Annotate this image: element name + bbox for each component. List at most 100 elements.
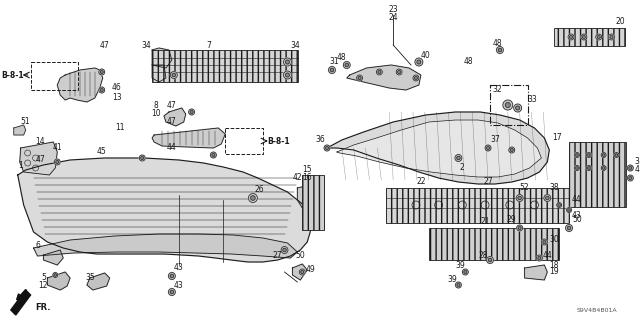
Circle shape xyxy=(575,152,579,158)
Circle shape xyxy=(629,167,632,169)
Text: 7: 7 xyxy=(206,41,211,49)
Text: 30: 30 xyxy=(549,235,559,244)
Circle shape xyxy=(283,248,286,252)
Text: 26: 26 xyxy=(255,186,264,195)
Bar xyxy=(490,85,527,125)
Polygon shape xyxy=(292,264,307,280)
Circle shape xyxy=(378,70,381,73)
Circle shape xyxy=(597,35,600,39)
Circle shape xyxy=(324,145,330,151)
Text: 50: 50 xyxy=(572,216,582,225)
Polygon shape xyxy=(152,128,225,148)
Circle shape xyxy=(516,195,523,202)
Circle shape xyxy=(99,69,105,75)
Text: 31: 31 xyxy=(329,57,339,66)
Circle shape xyxy=(53,272,58,278)
Text: S9V4B4B01A: S9V4B4B01A xyxy=(577,308,617,313)
Text: 38: 38 xyxy=(549,183,559,192)
Text: 48: 48 xyxy=(463,57,473,66)
Circle shape xyxy=(54,159,60,165)
Text: 44: 44 xyxy=(572,196,582,204)
Circle shape xyxy=(462,269,468,275)
Circle shape xyxy=(100,70,103,73)
Text: 39: 39 xyxy=(447,276,458,285)
Polygon shape xyxy=(18,158,312,262)
Text: 10: 10 xyxy=(151,108,161,117)
Circle shape xyxy=(602,154,605,156)
Text: 43: 43 xyxy=(572,211,582,219)
Circle shape xyxy=(54,274,56,276)
Circle shape xyxy=(568,34,574,40)
Bar xyxy=(387,188,569,223)
Circle shape xyxy=(601,152,606,158)
Text: 6: 6 xyxy=(35,241,40,249)
Circle shape xyxy=(567,226,571,230)
Circle shape xyxy=(538,256,541,259)
Circle shape xyxy=(544,195,551,202)
Circle shape xyxy=(588,154,590,156)
Text: 21: 21 xyxy=(481,218,490,226)
Circle shape xyxy=(510,149,513,152)
Circle shape xyxy=(170,274,173,278)
Text: 23: 23 xyxy=(388,5,398,14)
Circle shape xyxy=(456,282,461,288)
Circle shape xyxy=(376,69,382,75)
Circle shape xyxy=(417,60,421,64)
Circle shape xyxy=(413,75,419,81)
Text: 44: 44 xyxy=(167,144,177,152)
Polygon shape xyxy=(327,112,549,184)
Text: 36: 36 xyxy=(316,136,325,145)
Text: 46: 46 xyxy=(111,84,122,93)
Circle shape xyxy=(586,166,591,170)
Polygon shape xyxy=(44,250,63,265)
Circle shape xyxy=(582,35,586,39)
Circle shape xyxy=(170,71,177,78)
Circle shape xyxy=(514,104,522,112)
Circle shape xyxy=(285,60,289,64)
Circle shape xyxy=(570,35,573,39)
Text: 47: 47 xyxy=(100,41,109,49)
Polygon shape xyxy=(87,273,109,290)
Text: 33: 33 xyxy=(527,95,538,105)
Circle shape xyxy=(536,255,542,261)
Circle shape xyxy=(301,271,304,273)
Text: 34: 34 xyxy=(141,41,151,49)
Circle shape xyxy=(488,258,492,262)
Text: 48: 48 xyxy=(337,53,347,62)
Polygon shape xyxy=(47,272,70,290)
Text: 52: 52 xyxy=(520,183,529,192)
Bar xyxy=(569,142,627,207)
Text: 15: 15 xyxy=(303,166,312,174)
Circle shape xyxy=(602,167,605,169)
Text: 41: 41 xyxy=(52,144,62,152)
Text: 8: 8 xyxy=(154,100,159,109)
Circle shape xyxy=(576,154,578,156)
Circle shape xyxy=(284,71,291,79)
Circle shape xyxy=(543,241,546,243)
Polygon shape xyxy=(525,265,547,280)
Circle shape xyxy=(486,256,493,263)
Text: 39: 39 xyxy=(456,261,465,270)
Circle shape xyxy=(557,203,562,207)
Bar xyxy=(302,175,324,230)
Circle shape xyxy=(172,73,175,77)
Circle shape xyxy=(518,226,521,229)
Circle shape xyxy=(516,106,520,110)
Polygon shape xyxy=(20,142,57,175)
Circle shape xyxy=(509,147,515,153)
Circle shape xyxy=(170,290,173,294)
Circle shape xyxy=(609,34,614,40)
Circle shape xyxy=(285,73,289,77)
Circle shape xyxy=(568,209,570,211)
Polygon shape xyxy=(11,290,31,315)
Circle shape xyxy=(506,102,510,108)
Text: 22: 22 xyxy=(416,177,426,187)
Circle shape xyxy=(251,196,255,200)
Text: FR.: FR. xyxy=(36,303,51,313)
Circle shape xyxy=(345,63,349,67)
Circle shape xyxy=(211,152,216,158)
Circle shape xyxy=(566,207,572,212)
Circle shape xyxy=(300,269,305,275)
Text: 4: 4 xyxy=(634,166,639,174)
Text: 48: 48 xyxy=(493,39,503,48)
